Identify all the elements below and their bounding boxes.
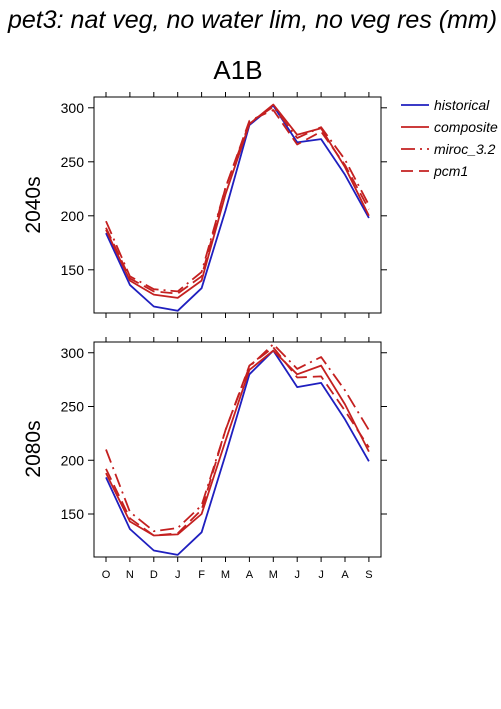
x-tick-label: A	[341, 569, 349, 581]
series-line-historical	[105, 104, 370, 312]
row-label-2040s: 2040s	[22, 176, 45, 233]
y-tick-label: 300	[61, 345, 85, 361]
x-tick-label: J	[318, 569, 324, 581]
y-tick-label: 150	[61, 506, 85, 522]
x-tick-label: O	[102, 569, 111, 581]
y-tick-label: 150	[61, 262, 85, 278]
series-line-pcm1	[105, 346, 370, 537]
series-line-composite	[105, 349, 370, 537]
legend-label: pcm1	[433, 163, 468, 179]
x-tick-label: M	[269, 569, 278, 581]
y-tick-label: 300	[61, 100, 85, 116]
y-tick-label: 200	[61, 452, 85, 468]
series-line-miroc-3-2	[105, 343, 370, 533]
y-tick-label: 250	[61, 399, 85, 415]
row-label-2080s: 2080s	[22, 420, 45, 477]
legend-label: miroc_3.2	[434, 141, 496, 157]
y-tick-label: 250	[61, 154, 85, 170]
x-tick-label: S	[365, 569, 372, 581]
panel-2040s: 2040s 150 200 250 300	[22, 92, 387, 318]
x-tick-label: D	[150, 569, 158, 581]
y-tick-label: 200	[61, 208, 85, 224]
scenario-label: A1B	[213, 55, 262, 85]
legend-label: composite	[434, 119, 498, 135]
series-line-composite	[105, 103, 370, 299]
x-tick-label: F	[198, 569, 205, 581]
plot-frame	[93, 96, 382, 314]
chart-legend: historical composite miroc_3.2 pcm1	[401, 97, 498, 179]
panel-2080s: 2080s 150 200 250 300	[22, 337, 387, 562]
x-tick-label: A	[246, 569, 254, 581]
legend-label: historical	[434, 97, 490, 113]
series-line-miroc-3-2	[105, 105, 370, 293]
x-tick-label: J	[175, 569, 181, 581]
plot-frame	[93, 341, 382, 558]
series-line-historical	[105, 349, 370, 556]
x-tick-label: M	[221, 569, 230, 581]
figure-title: pet3: nat veg, no water lim, no veg res …	[7, 6, 497, 34]
x-tick-label: J	[294, 569, 300, 581]
x-tick-label: N	[126, 569, 134, 581]
series-line-pcm1	[105, 109, 370, 295]
